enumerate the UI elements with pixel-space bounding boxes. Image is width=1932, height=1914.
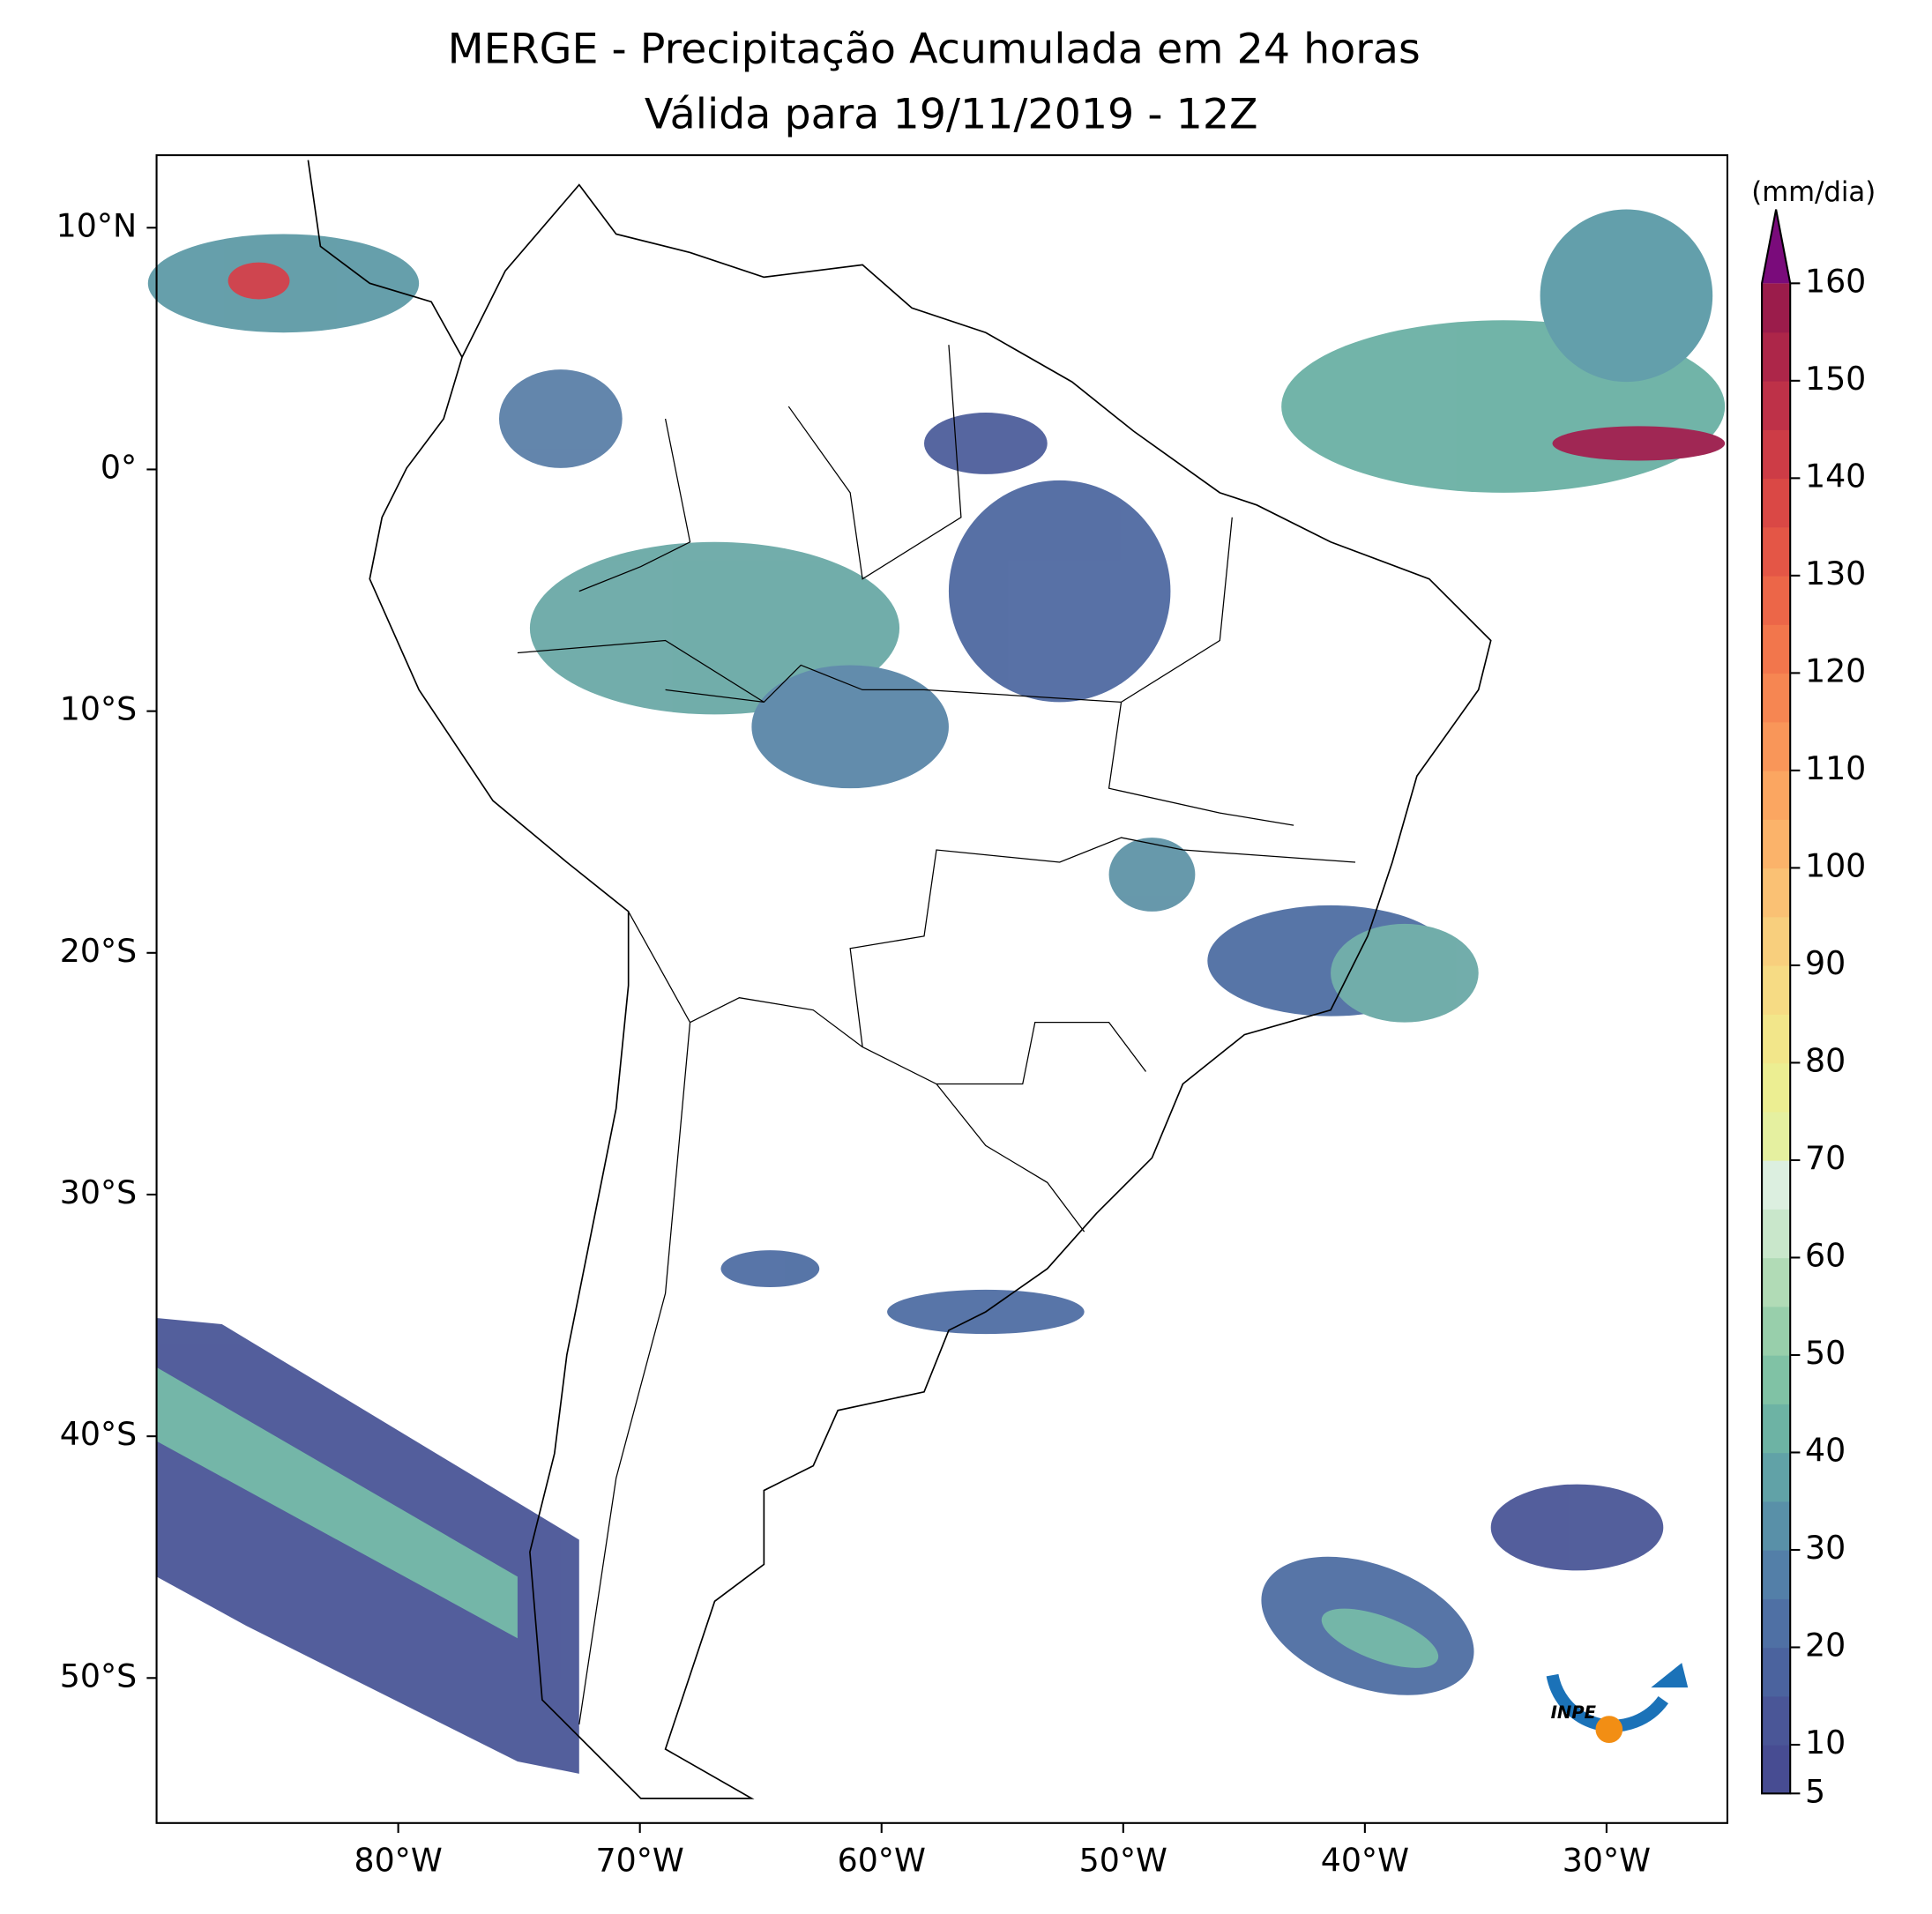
- map-frame: [155, 153, 1728, 1824]
- colorbar-tick-label: 30: [1805, 1529, 1846, 1567]
- colorbar-band: [1762, 1062, 1791, 1113]
- colorbar-band: [1762, 868, 1791, 918]
- x-tick-label: 40°W: [1321, 1842, 1409, 1880]
- x-tick-label: 30°W: [1563, 1842, 1651, 1880]
- rain-area: [720, 1250, 820, 1288]
- x-tick-label: 50°W: [1079, 1842, 1167, 1880]
- colorbar-band: [1762, 1647, 1791, 1697]
- colorbar-tick-label: 150: [1805, 360, 1866, 398]
- colorbar-band: [1762, 1404, 1791, 1454]
- inpe-logo: INPE: [1523, 1616, 1689, 1776]
- colorbar-band: [1762, 964, 1791, 1015]
- colorbar-tick-label: 80: [1805, 1041, 1846, 1079]
- colorbar-band: [1762, 1209, 1791, 1259]
- colorbar-tick-label: 60: [1805, 1236, 1846, 1274]
- colorbar-band: [1762, 721, 1791, 771]
- rain-area: [498, 369, 623, 468]
- rain-area: [228, 262, 290, 300]
- subtitle: Válida para 19/11/2019 - 12Z: [645, 91, 1258, 139]
- colorbar-tick-label: 20: [1805, 1627, 1846, 1665]
- colorbar-band: [1762, 1159, 1791, 1210]
- y-tick-label: 0°: [101, 448, 137, 486]
- y-tick-label: 30°S: [60, 1173, 137, 1211]
- colorbar-tick-label: 10: [1805, 1724, 1846, 1761]
- colorbar-band: [1762, 770, 1791, 820]
- rain-area: [156, 1367, 518, 1639]
- colorbar-band: [1762, 1745, 1791, 1794]
- colorbar-band: [1762, 1354, 1791, 1404]
- colorbar-tick-label: 50: [1805, 1334, 1846, 1372]
- colorbar-outline: [1761, 209, 1792, 1795]
- rain-area: [1321, 1608, 1439, 1668]
- logo-dot: [1595, 1716, 1623, 1743]
- colorbar-band: [1762, 526, 1791, 577]
- colorbar-band: [1762, 575, 1791, 625]
- colorbar-extension: [1762, 209, 1791, 284]
- colorbar-band: [1762, 1695, 1791, 1746]
- rain-area: [1540, 209, 1713, 383]
- colorbar-band: [1762, 478, 1791, 528]
- colorbar-band: [1762, 624, 1791, 674]
- map-area: INPE: [147, 160, 1726, 1799]
- colorbar-tick-label: 110: [1805, 749, 1866, 787]
- rain-area: [1331, 923, 1479, 1023]
- rain-area: [923, 413, 1048, 474]
- y-tick-label: 10°S: [60, 690, 137, 728]
- colorbar-band: [1762, 1306, 1791, 1356]
- colorbar-tick-label: 100: [1805, 846, 1866, 884]
- colorbar-band: [1762, 673, 1791, 723]
- border: [517, 345, 1356, 1725]
- colorbar-tick-label: 5: [1805, 1772, 1825, 1810]
- y-tick-label: 10°N: [56, 206, 138, 244]
- colorbar-tick-label: 140: [1805, 457, 1866, 495]
- coastline: [369, 183, 1492, 1799]
- colorbar-band: [1762, 1452, 1791, 1502]
- colorbar-band: [1762, 1598, 1791, 1649]
- rain-area: [1490, 1484, 1664, 1571]
- colorbar-band: [1762, 1501, 1791, 1551]
- colorbar-tick-label: 120: [1805, 652, 1866, 689]
- colorbar-band: [1762, 283, 1791, 333]
- colorbar-tick-label: 160: [1805, 262, 1866, 300]
- x-tick-label: 70°W: [596, 1842, 684, 1880]
- rain-area: [529, 541, 900, 715]
- colorbar-band: [1762, 819, 1791, 869]
- x-tick-label: 60°W: [838, 1842, 926, 1880]
- colorbar-band: [1762, 1549, 1791, 1599]
- colorbar-tick-label: 40: [1805, 1431, 1846, 1469]
- x-tick-label: 80°W: [354, 1842, 442, 1880]
- colorbar-band: [1762, 331, 1791, 382]
- rain-area: [948, 480, 1171, 703]
- y-tick-label: 20°S: [60, 932, 137, 970]
- colorbar-band: [1762, 429, 1791, 480]
- colorbar-band: [1762, 1014, 1791, 1064]
- precipitation-field: [147, 209, 1726, 1774]
- y-tick-label: 50°S: [60, 1657, 137, 1694]
- rain-area: [1108, 838, 1196, 912]
- colorbar-label: (mm/dia): [1751, 176, 1876, 208]
- colorbar-band: [1762, 380, 1791, 430]
- colorbar-band: [1762, 1257, 1791, 1307]
- y-tick-label: 40°S: [60, 1415, 137, 1453]
- rain-area: [1552, 426, 1726, 461]
- title: MERGE - Precipitação Acumulada em 24 hor…: [448, 26, 1421, 74]
- logo-box: [1523, 1616, 1689, 1776]
- colorbar-band: [1762, 1111, 1791, 1161]
- coastline: [307, 160, 463, 358]
- rain-area: [751, 665, 949, 789]
- colorbar-band: [1762, 916, 1791, 966]
- colorbar-tick-label: 70: [1805, 1139, 1846, 1177]
- logo-arrow: [1651, 1663, 1689, 1688]
- colorbar-tick-label: 90: [1805, 944, 1846, 982]
- logo-text: INPE: [1551, 1702, 1597, 1723]
- colorbar-tick-label: 130: [1805, 555, 1866, 592]
